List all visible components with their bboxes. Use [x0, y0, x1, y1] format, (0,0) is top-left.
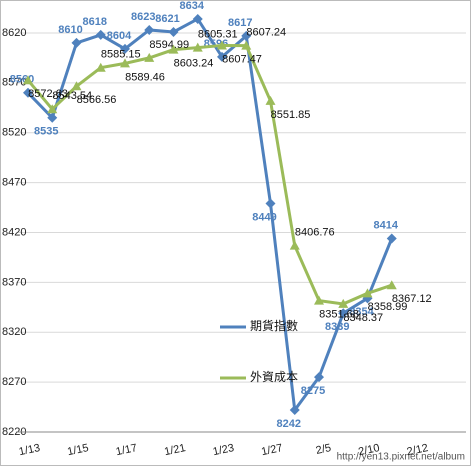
- point: [338, 298, 349, 308]
- point: [47, 104, 58, 114]
- point: [217, 51, 227, 62]
- point: [144, 52, 155, 62]
- data-label: 8603.24: [174, 58, 214, 70]
- x-tick-label: 1/15: [66, 442, 89, 458]
- point: [144, 24, 155, 35]
- data-label: 8572.63: [28, 88, 68, 100]
- data-label: 8535: [34, 126, 58, 138]
- y-tick-label: 8320: [2, 326, 26, 338]
- point: [338, 308, 349, 319]
- point: [241, 30, 252, 41]
- point: [192, 13, 203, 24]
- data-label: 8621: [155, 13, 179, 25]
- point: [289, 405, 300, 416]
- x-tick-label: 1/27: [260, 442, 283, 458]
- point: [265, 95, 276, 105]
- data-label: 8348.37: [343, 312, 383, 324]
- point: [71, 37, 82, 48]
- data-label: 8242: [277, 418, 301, 430]
- point: [289, 240, 300, 250]
- x-tick-label: 2/12: [406, 442, 429, 458]
- data-label: 8589.46: [125, 71, 165, 83]
- y-tick-label: 8370: [2, 276, 26, 288]
- data-label: 8610: [58, 24, 82, 36]
- data-label: 8566.56: [77, 94, 117, 106]
- x-tick-label: 1/23: [212, 442, 235, 458]
- point: [386, 233, 397, 244]
- series-line: [26, 16, 394, 415]
- y-tick-label: 8420: [2, 226, 26, 238]
- point: [47, 112, 58, 123]
- data-label: 8351.68: [319, 309, 359, 321]
- y-tick-label: 8570: [2, 77, 26, 89]
- point: [168, 44, 179, 54]
- series-line: [26, 43, 393, 306]
- y-tick-label: 8520: [2, 127, 26, 139]
- data-label: 8449: [252, 211, 276, 223]
- point: [241, 40, 252, 50]
- data-label: 8358.99: [368, 301, 408, 313]
- data-label: 8339: [325, 321, 349, 333]
- data-label: 8406.76: [295, 227, 335, 239]
- point: [71, 81, 82, 91]
- point: [362, 288, 373, 298]
- data-label: 8604: [107, 30, 132, 42]
- point: [265, 198, 276, 209]
- data-label: 8605.31: [198, 29, 238, 41]
- point: [95, 29, 106, 40]
- data-label: 8367.12: [392, 293, 432, 305]
- watermark: http://yen13.pixnet.net/album: [337, 452, 465, 463]
- x-tick-label: 2/10: [357, 442, 380, 458]
- point: [23, 87, 33, 98]
- data-label: 8275: [301, 385, 325, 397]
- point: [120, 58, 130, 68]
- y-tick-label: 8220: [2, 426, 26, 438]
- data-label: 8354: [349, 306, 374, 318]
- y-tick-label: 8620: [2, 27, 26, 39]
- x-tick-label: 1/17: [115, 442, 138, 458]
- data-label: 8623: [131, 11, 155, 23]
- data-label: 8607.24: [246, 27, 286, 39]
- point: [217, 40, 227, 50]
- point: [95, 62, 106, 72]
- data-label: 8551.85: [271, 109, 311, 121]
- y-tick-label: 8270: [2, 376, 26, 388]
- data-label: 8543.54: [52, 90, 92, 102]
- point: [23, 75, 33, 85]
- x-tick-label: 1/21: [163, 442, 186, 458]
- point: [314, 295, 324, 305]
- y-tick-label: 8470: [2, 176, 26, 188]
- data-label: 8607.47: [222, 53, 262, 65]
- data-label: 8618: [83, 16, 107, 28]
- point: [120, 43, 130, 54]
- data-label: 8585.15: [101, 49, 141, 61]
- point: [386, 280, 397, 290]
- legend-label: 外資成本: [250, 370, 298, 384]
- point: [314, 372, 324, 383]
- x-tick-label: 2/5: [315, 442, 332, 457]
- data-label: 8634: [180, 0, 205, 12]
- point: [168, 26, 179, 37]
- x-tick-label: 1/13: [18, 442, 41, 458]
- data-label: 8414: [374, 219, 399, 231]
- point: [192, 42, 203, 52]
- legend-label: 期貨指數: [250, 318, 298, 333]
- data-label: 8594.99: [149, 39, 189, 51]
- data-label: 8617: [228, 17, 252, 29]
